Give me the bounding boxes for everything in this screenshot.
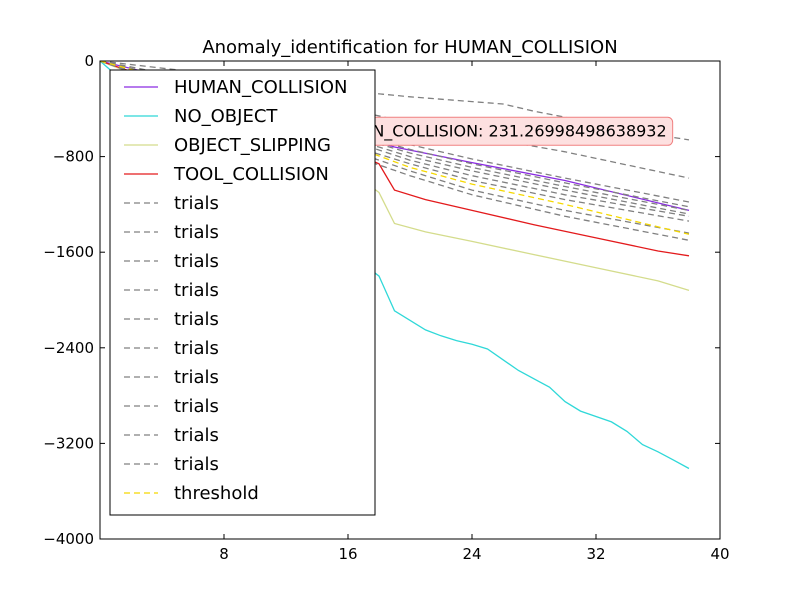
series-line-5 [100,61,690,179]
x-tick-label: 32 [586,545,605,563]
series-line-12 [100,61,690,212]
legend-label: OBJECT_SLIPPING [174,135,331,156]
series-line-8 [100,61,690,215]
legend-label: trials [174,425,219,446]
plot-frame [99,60,721,540]
legend-label: trials [174,193,219,214]
series-line-13 [100,61,690,217]
x-tick-label: 40 [710,545,729,563]
series-line-1 [100,61,690,470]
series-line-9 [100,61,690,222]
annotation-text: HUMAN_COLLISION: 231.26998498638932 [324,121,667,141]
x-tick-label: 24 [462,545,481,563]
legend-label: trials [174,367,219,388]
legend: HUMAN_COLLISION NO_OBJECT OBJECT_SLIPPING T… [109,69,376,516]
legend-label: trials [174,454,219,475]
y-tick-label: −1600 [43,243,94,261]
legend-box [109,69,376,516]
legend-label: TOOL_COLLISION [173,164,329,185]
legend-label: trials [174,222,219,243]
legend-label: trials [174,280,219,301]
series-line-7 [100,61,690,208]
x-tick-label: 16 [338,545,357,563]
legend-label: trials [174,396,219,417]
legend-label: trials [174,338,219,359]
x-tick-label: 8 [219,545,229,563]
y-tick-label: 0 [84,52,94,70]
chart-title: Anomaly_identification for HUMAN_COLLISI… [202,37,617,58]
y-tick-label: −2400 [43,339,94,357]
y-tick-label: −3200 [43,434,94,452]
legend-label: trials [174,251,219,272]
y-tick-label: −800 [53,148,94,166]
annotation-layer: HUMAN_COLLISION: 231.26998498638932 [317,116,674,146]
legend-label: NO_OBJECT [174,106,278,127]
legend-label: trials [174,309,219,330]
legend-label: threshold [174,483,259,504]
ticks-layer: 8 16 24 32 40 0 −800 −1600 −2400 −3200 −4000 [43,52,729,563]
legend-label: HUMAN_COLLISION [174,77,348,98]
y-tick-label: −4000 [43,530,94,548]
